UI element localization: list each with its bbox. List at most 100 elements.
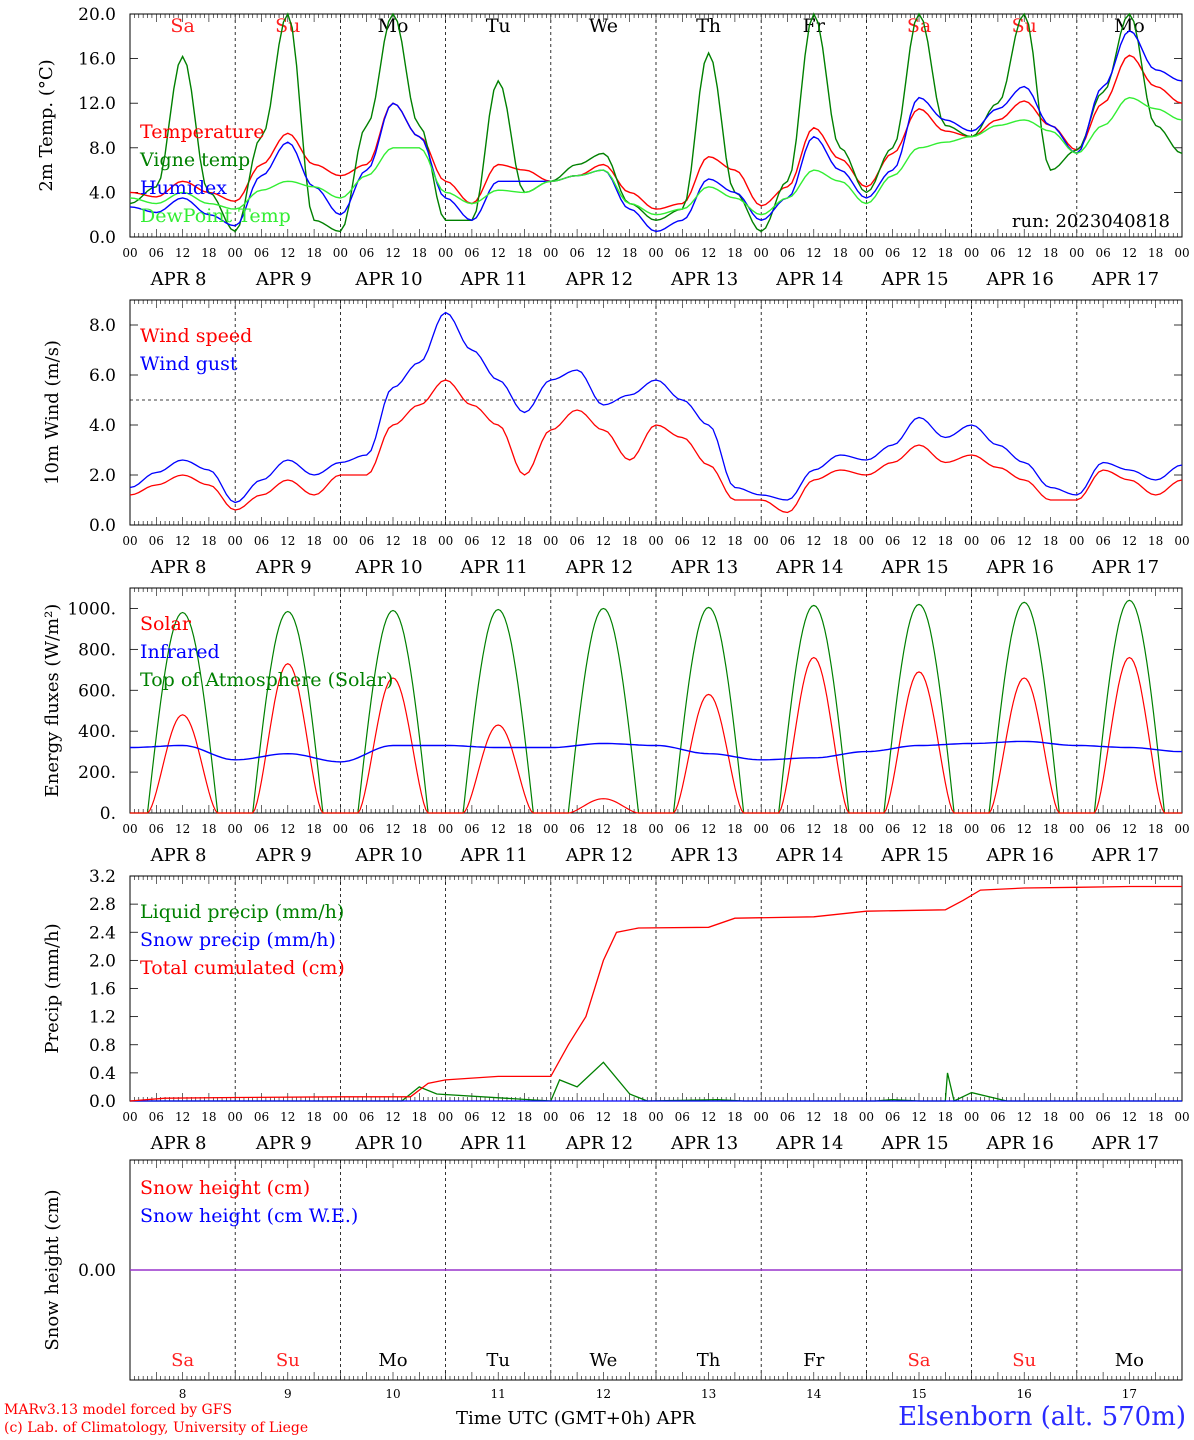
- hour-label: 18: [1043, 246, 1058, 260]
- y-tick-label: 1.2: [89, 1008, 116, 1028]
- hour-label: 18: [1043, 1110, 1058, 1124]
- hour-label: 00: [228, 534, 243, 548]
- day-name: Sa: [907, 15, 931, 37]
- hour-label: 12: [1122, 246, 1137, 260]
- hour-label: 18: [1148, 822, 1163, 836]
- date-label: APR 13: [670, 557, 738, 578]
- day-name: Th: [696, 15, 721, 37]
- hour-label: 00: [859, 246, 874, 260]
- y-axis-label: Energy fluxes (W/m²): [42, 604, 63, 798]
- hour-label: 00: [543, 534, 558, 548]
- y-axis-label: Precip (mm/h): [42, 923, 63, 1053]
- hour-label: 12: [806, 534, 821, 548]
- y-tick-label: 200.: [78, 763, 116, 783]
- hour-label: 00: [964, 822, 979, 836]
- day-name: Sa: [171, 1350, 194, 1371]
- hour-label: 18: [412, 822, 427, 836]
- date-label: APR 8: [150, 557, 207, 578]
- hour-label: 12: [280, 1110, 295, 1124]
- hour-label: 00: [438, 822, 453, 836]
- hour-label: 06: [1095, 1110, 1110, 1124]
- plot-frame: [129, 299, 1183, 526]
- panel-5: 0.00 Snow height (cm) Sa Su Mo Tu We Th Fr Sa Su Mo…: [42, 1159, 1183, 1400]
- hour-label: 12: [385, 534, 400, 548]
- hour-label: 00: [122, 534, 137, 548]
- hour-label: 00: [438, 246, 453, 260]
- hour-label: 00: [754, 534, 769, 548]
- hour-label: 12: [1122, 534, 1137, 548]
- date-label: APR 10: [354, 1133, 422, 1154]
- day-name: We: [590, 1350, 618, 1371]
- hour-label: 00: [122, 1110, 137, 1124]
- series-dewpoint-temp: [129, 96, 1183, 216]
- day-name: Su: [1012, 15, 1037, 37]
- series-vigne-temp: [129, 12, 1183, 233]
- date-label: APR 17: [1091, 557, 1159, 578]
- y-tick-label: 600.: [78, 681, 116, 701]
- hour-label: 18: [517, 534, 532, 548]
- hour-label: 12: [385, 822, 400, 836]
- day-name: Sa: [907, 1350, 930, 1371]
- hour-label: 06: [359, 1110, 374, 1124]
- day-number: 9: [284, 1387, 292, 1400]
- hour-label: 12: [701, 246, 716, 260]
- day-name: Mo: [378, 1350, 407, 1371]
- hour-label: 06: [990, 534, 1005, 548]
- y-tick-label: 16.0: [78, 50, 116, 70]
- hour-label: 06: [885, 822, 900, 836]
- hour-label: 00: [1069, 246, 1084, 260]
- series-wind-gust: [129, 311, 1183, 504]
- panel-4: 00 06 12 18 00 06 12 18 00 06 12 18 00 06 12 18 00 06 12 18…: [42, 867, 1190, 1154]
- series-total-cumulated-cm-: [129, 885, 1182, 1102]
- legend-humidex: Humidex: [140, 177, 227, 199]
- hour-label: 06: [780, 1110, 795, 1124]
- day-number: 16: [1017, 1387, 1032, 1400]
- hour-label: 18: [517, 822, 532, 836]
- legend-temperature: Temperature: [140, 121, 264, 143]
- date-label: APR 16: [986, 557, 1054, 578]
- hour-label: 12: [491, 822, 506, 836]
- day-number: 8: [179, 1387, 187, 1400]
- y-tick-label: 8.0: [89, 316, 116, 336]
- hour-label: 00: [543, 246, 558, 260]
- panel-3: 00 06 12 18 00 06 12 18 00 06 12 18 00 06 12 18 00 06 12 18…: [42, 587, 1190, 866]
- hour-label: 00: [543, 822, 558, 836]
- hour-label: 18: [727, 246, 742, 260]
- hour-label: 06: [990, 246, 1005, 260]
- legend-total-cumulated-cm-: Total cumulated (cm): [140, 957, 345, 979]
- hour-label: 18: [1148, 1110, 1163, 1124]
- legend-snow-precip-mm-h-: Snow precip (mm/h): [140, 929, 336, 951]
- hour-label: 18: [938, 822, 953, 836]
- hour-label: 12: [385, 246, 400, 260]
- hour-label: 06: [990, 822, 1005, 836]
- hour-label: 18: [306, 246, 321, 260]
- hour-label: 00: [859, 534, 874, 548]
- y-tick-label: 0.0: [89, 516, 116, 536]
- x-axis-month: APR: [656, 1408, 696, 1429]
- hour-label: 18: [622, 246, 637, 260]
- hour-label: 12: [491, 1110, 506, 1124]
- plot-frame: [129, 13, 1183, 238]
- day-name: Su: [276, 1350, 300, 1371]
- hour-label: 00: [333, 822, 348, 836]
- hour-label: 12: [280, 534, 295, 548]
- hour-label: 06: [569, 822, 584, 836]
- hour-label: 06: [464, 534, 479, 548]
- hour-label: 18: [832, 246, 847, 260]
- legend-snow-height-cm-: Snow height (cm): [140, 1177, 310, 1199]
- legend-vigne-temp: Vigne temp: [139, 149, 250, 171]
- day-number: 11: [491, 1387, 506, 1400]
- hour-label: 00: [438, 1110, 453, 1124]
- hour-label: 06: [675, 1110, 690, 1124]
- hour-label: 06: [149, 534, 164, 548]
- y-tick-label: 0.4: [89, 1064, 116, 1084]
- hour-label: 06: [464, 822, 479, 836]
- hour-label: 00: [122, 246, 137, 260]
- hour-label: 12: [175, 822, 190, 836]
- day-name: Su: [275, 15, 300, 37]
- hour-label: 12: [701, 822, 716, 836]
- hour-label: 12: [1017, 246, 1032, 260]
- date-label: APR 11: [460, 557, 528, 578]
- y-axis-label: Snow height (cm): [42, 1189, 63, 1350]
- date-label: APR 16: [986, 845, 1054, 866]
